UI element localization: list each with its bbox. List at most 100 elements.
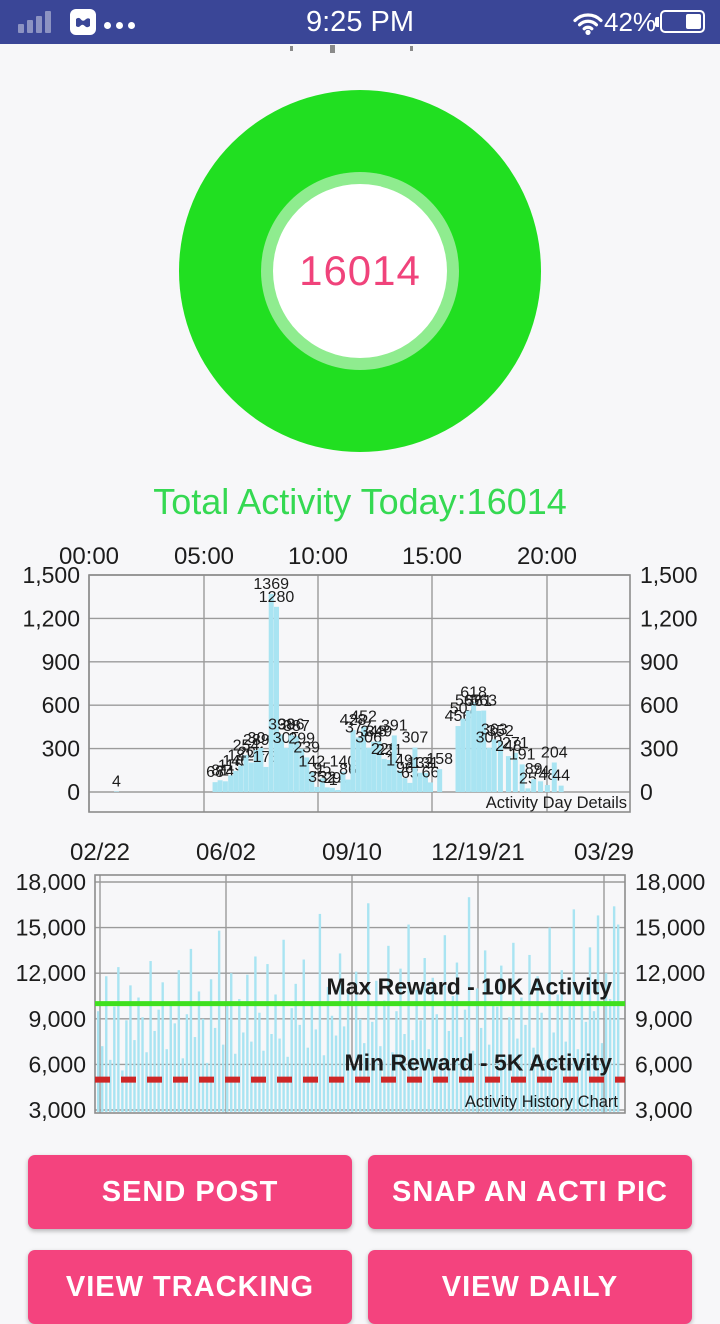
history-bar[interactable] [246,974,249,1112]
day-bar[interactable] [525,788,531,792]
history-bar[interactable] [350,1061,354,1112]
history-bar[interactable] [443,935,447,1112]
history-bar[interactable] [334,1035,338,1112]
history-bar[interactable] [189,948,193,1112]
history-bar[interactable] [201,1018,205,1112]
history-bar[interactable] [532,1047,535,1112]
history-bar[interactable] [342,1026,346,1112]
history-bar[interactable] [524,1024,527,1112]
day-bar[interactable] [217,780,223,792]
history-bar[interactable] [475,988,479,1112]
day-bar[interactable] [397,770,403,792]
history-bar[interactable] [286,1056,289,1112]
day-bar[interactable] [350,730,356,792]
day-bar[interactable] [345,779,351,792]
view-tracking-button[interactable]: VIEW TRACKING [28,1250,352,1324]
history-bar[interactable] [423,958,426,1112]
day-bar[interactable] [361,726,367,792]
history-bar[interactable] [133,1040,136,1112]
history-bar[interactable] [153,1030,156,1112]
day-bar[interactable] [391,735,397,792]
history-bar[interactable] [266,964,269,1112]
history-bar[interactable] [371,1021,374,1112]
activity-donut-gauge[interactable]: 16014 [179,90,541,452]
history-bar[interactable] [330,1015,334,1112]
day-bar[interactable] [243,755,249,792]
history-bar[interactable] [580,985,584,1112]
day-bar[interactable] [329,787,335,792]
history-bar[interactable] [528,954,531,1112]
snap-acti-pic-button[interactable]: SNAP AN ACTI PIC [368,1155,692,1229]
history-bar[interactable] [141,1017,144,1112]
history-bar[interactable] [217,930,221,1112]
history-bar[interactable] [616,924,620,1112]
day-bar[interactable] [314,786,320,792]
day-bar[interactable] [319,778,325,792]
history-bar[interactable] [294,983,297,1112]
day-bar[interactable] [258,748,264,792]
day-bar[interactable] [238,765,244,792]
history-bar[interactable] [459,1037,463,1112]
day-bar[interactable] [324,787,330,792]
day-bar[interactable] [531,779,537,792]
history-bar[interactable] [399,968,402,1112]
day-bar[interactable] [376,741,382,792]
history-bar[interactable] [242,1032,245,1112]
day-bar[interactable] [428,782,434,792]
history-bar[interactable] [387,945,390,1112]
history-bar[interactable] [165,1049,168,1112]
day-bar[interactable] [544,785,550,792]
history-bar[interactable] [129,985,132,1112]
history-bar[interactable] [500,965,503,1112]
day-bar[interactable] [222,781,228,792]
history-bar[interactable] [596,915,600,1112]
history-bar[interactable] [145,1052,148,1112]
history-bar[interactable] [492,1002,495,1112]
day-bar[interactable] [114,791,120,792]
history-bar[interactable] [520,997,523,1112]
history-bar[interactable] [113,1006,116,1112]
history-bar[interactable] [161,982,164,1112]
history-bar[interactable] [604,973,608,1112]
day-bar[interactable] [422,773,428,792]
history-bar[interactable] [439,1058,443,1112]
view-daily-button[interactable]: VIEW DAILY [368,1250,692,1324]
history-bar[interactable] [254,956,257,1112]
day-bar[interactable] [273,606,279,792]
history-bar[interactable] [540,1012,543,1112]
history-bar[interactable] [298,1024,301,1112]
day-bar[interactable] [491,739,497,792]
history-bar[interactable] [322,1055,326,1112]
history-bar[interactable] [177,970,181,1112]
history-bar[interactable] [479,1027,483,1112]
day-bar[interactable] [233,770,239,792]
history-bar[interactable] [496,1006,499,1112]
history-bar[interactable] [556,994,559,1112]
history-bar[interactable] [213,1027,217,1112]
history-bar[interactable] [346,992,350,1112]
history-bar[interactable] [258,1012,261,1112]
history-bar[interactable] [318,913,322,1112]
day-bar[interactable] [486,747,492,792]
history-bar[interactable] [302,959,305,1112]
day-bar[interactable] [471,702,477,792]
history-bar[interactable] [97,1011,100,1112]
history-bar[interactable] [193,1037,197,1112]
day-bar[interactable] [228,775,234,792]
history-bar[interactable] [359,1018,362,1112]
history-bar[interactable] [463,1009,467,1112]
day-bar[interactable] [460,718,466,792]
history-bar[interactable] [608,999,612,1112]
history-bar[interactable] [230,973,233,1112]
history-bar[interactable] [431,977,434,1112]
day-bar[interactable] [558,785,564,792]
day-bar[interactable] [279,734,285,792]
day-bar[interactable] [335,789,341,792]
day-bar[interactable] [309,771,315,792]
day-bar[interactable] [538,781,544,792]
day-bar[interactable] [402,778,408,792]
history-bar[interactable] [117,967,120,1112]
day-bar[interactable] [268,593,274,792]
history-bar[interactable] [447,1030,451,1112]
day-bar[interactable] [551,762,557,792]
